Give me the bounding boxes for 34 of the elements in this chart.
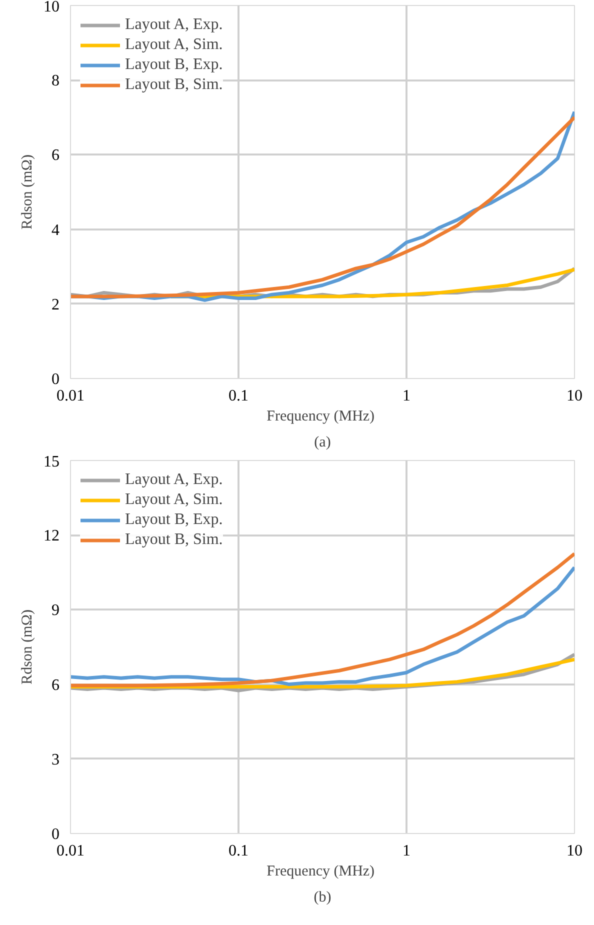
x-tick-label: 0.1 (228, 842, 248, 860)
x-axis-title: Frequency (MHz) (266, 408, 375, 424)
x-tick-label: 0.01 (56, 388, 84, 404)
legend-label: Layout B, Exp. (125, 511, 223, 529)
y-tick-label: 6 (52, 676, 60, 694)
y-axis-title: Rdson (mΩ) (20, 610, 36, 684)
text: (a) (314, 434, 331, 450)
y-tick-label: 10 (44, 0, 60, 16)
x-tick-label: 1 (402, 842, 410, 860)
y-axis-title: Rdson (mΩ) (20, 154, 36, 230)
x-tick-label: 10 (566, 388, 582, 404)
y-tick-label: 8 (52, 72, 60, 90)
y-tick-label: 0 (52, 826, 60, 843)
y-tick-label: 3 (52, 751, 60, 768)
legend-label: Layout A, Exp. (125, 16, 223, 34)
y-tick-label: 9 (52, 602, 60, 620)
y-tick-label: 2 (52, 296, 60, 314)
y-tick-label: 0 (52, 371, 60, 388)
x-axis-title: Frequency (MHz) (266, 864, 375, 880)
y-tick-label: 6 (52, 147, 60, 164)
legend-label: Layout A, Exp. (125, 471, 223, 489)
x-tick-label: 0.1 (228, 388, 248, 404)
legend-label: Layout A, Sim. (125, 491, 223, 509)
text: (b) (314, 890, 332, 906)
y-tick-label: 4 (52, 222, 60, 239)
y-tick-label: 12 (44, 528, 60, 545)
y-tick-label: 15 (44, 454, 60, 470)
legend-label: Layout B, Exp. (125, 56, 223, 74)
legend-label: Layout B, Sim. (125, 76, 223, 94)
legend-label: Layout A, Sim. (125, 36, 223, 54)
x-tick-label: 0.01 (56, 842, 84, 860)
x-tick-label: 1 (402, 388, 410, 404)
x-tick-label: 10 (566, 842, 582, 860)
legend-label: Layout B, Sim. (125, 531, 223, 549)
